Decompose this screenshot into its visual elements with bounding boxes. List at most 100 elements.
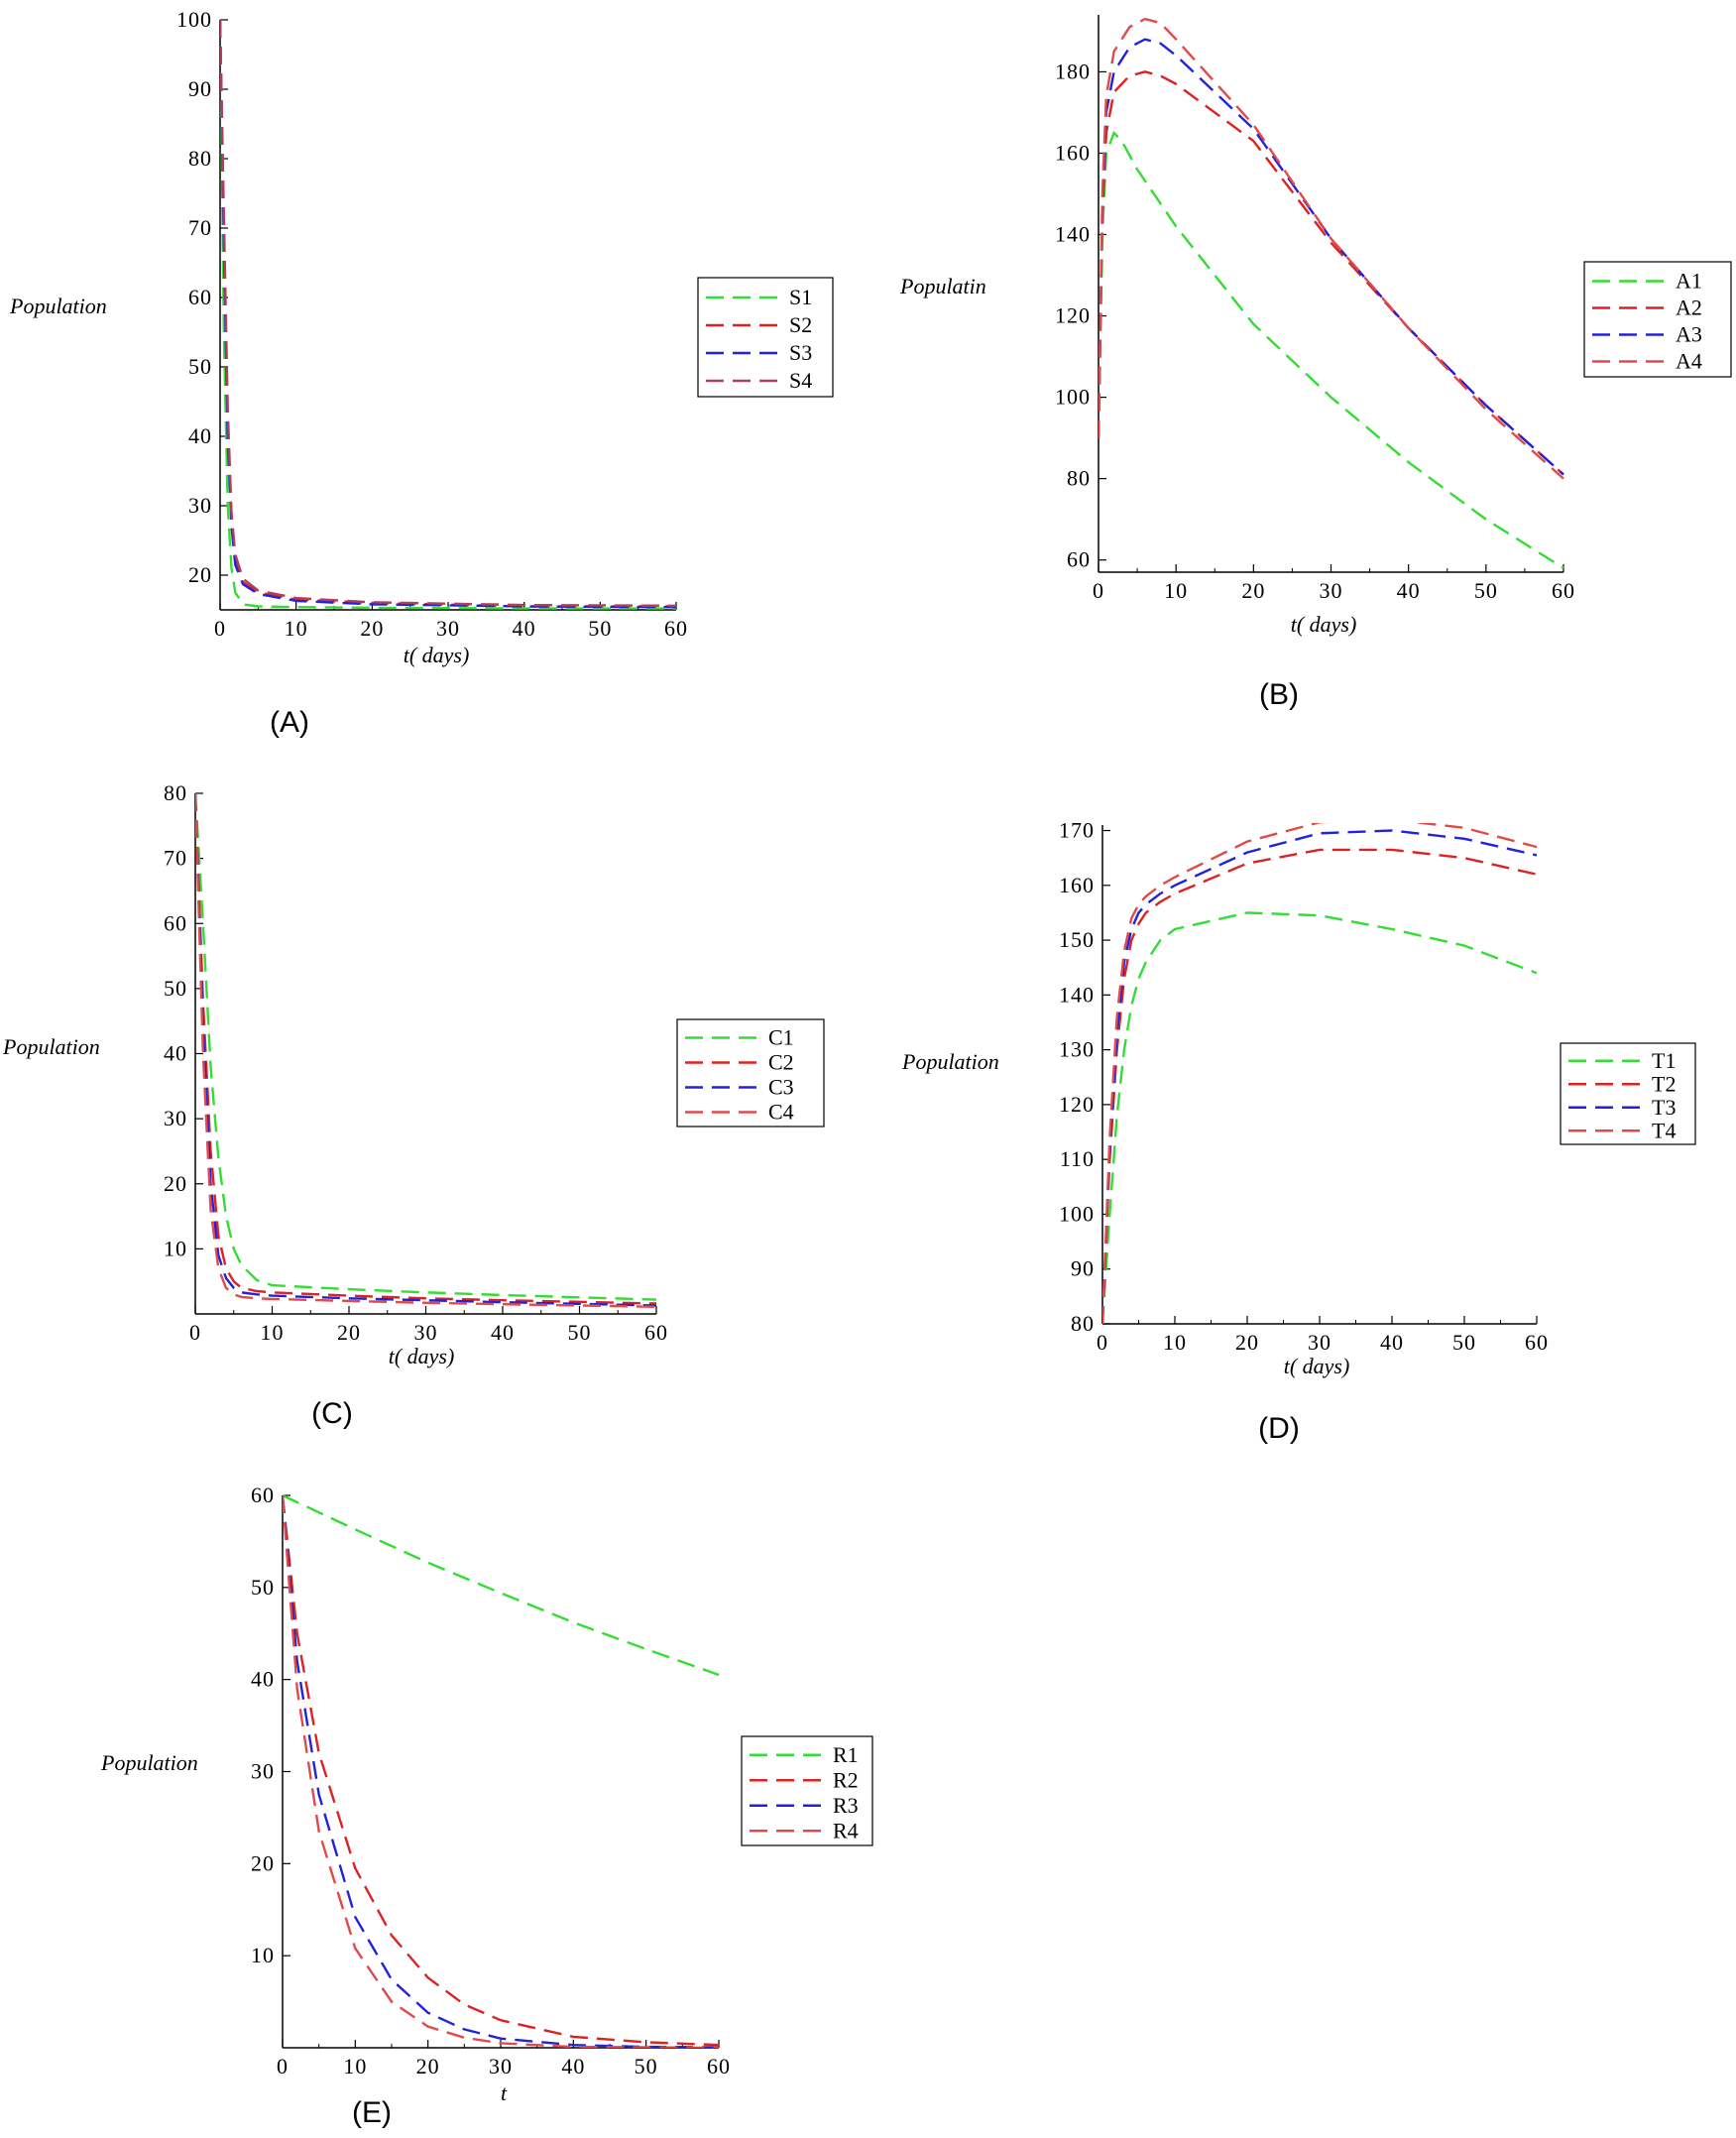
x-tick-label: 50 [588,616,612,641]
x-tick-label: 0 [214,616,226,641]
x-tick-label: 30 [489,2054,513,2079]
series-line-s1 [220,19,676,610]
series-line-a3 [1099,38,1564,476]
legend-label-s4: S4 [789,368,812,393]
y-tick-label: 160 [1055,140,1091,165]
y-tick-label: 130 [1059,1037,1095,1062]
x-tick-label: 40 [1397,578,1421,603]
x-tick-label: 20 [337,1320,361,1345]
legend-label-r3: R3 [833,1793,859,1818]
y-axis-title: Population [2,1034,100,1059]
legend-label-t4: T4 [1652,1118,1676,1142]
x-tick-label: 10 [1164,578,1188,603]
y-tick-label: 50 [188,354,212,379]
y-tick-label: 40 [188,423,212,448]
series-line-r4 [283,1494,720,2048]
y-tick-label: 170 [1059,818,1095,843]
y-tick-label: 20 [188,562,212,587]
x-tick-label: 40 [513,616,536,641]
panel-label: (C) [311,1397,353,1430]
x-axis-title: t( days) [1284,1354,1350,1378]
y-tick-label: 40 [251,1667,275,1692]
series-line-t2 [1102,848,1538,1324]
y-tick-label: 80 [1067,466,1091,491]
chart-panel-a: 0 10 20 30 40 50 60 20 30 40 50 60 70 80 90 100 Populati… [9,7,834,739]
series-line-t1 [1102,911,1538,1324]
x-tick-label: 10 [343,2054,367,2079]
y-tick-label: 120 [1059,1092,1095,1117]
y-tick-label: 20 [164,1171,187,1196]
x-tick-label: 0 [189,1320,201,1345]
x-tick-label: 50 [1474,578,1498,603]
x-tick-label: 60 [644,1320,668,1345]
x-tick-label: 60 [1552,578,1575,603]
y-tick-label: 90 [188,76,212,101]
y-axis-title: Populatin [899,274,986,298]
x-axis-title: t( days) [404,643,470,667]
y-tick-label: 30 [251,1759,275,1784]
legend-label-r4: R4 [833,1818,859,1842]
series-line-s2 [220,19,676,608]
y-tick-label: 100 [1059,1201,1095,1226]
y-tick-label: 50 [164,976,187,1001]
x-tick-label: 60 [707,2054,731,2079]
x-tick-label: 40 [491,1320,515,1345]
legend-label-c3: C3 [768,1075,794,1100]
x-tick-label: 30 [436,616,460,641]
panel-label: (E) [352,2096,392,2129]
y-tick-label: 150 [1059,927,1095,952]
x-axis-title: t [501,2080,508,2105]
x-tick-label: 50 [1452,1330,1476,1355]
y-tick-label: 20 [251,1850,275,1875]
legend-label-c2: C2 [768,1050,794,1075]
y-tick-label: 10 [251,1943,275,1967]
y-axis-title: Population [901,1049,999,1074]
series-line-a2 [1099,70,1564,476]
legend-label-s1: S1 [789,285,812,309]
x-tick-label: 10 [261,1320,285,1345]
series-line-c1 [195,792,657,1301]
x-tick-label: 60 [664,616,688,641]
y-tick-label: 80 [188,146,212,171]
y-tick-label: 140 [1055,222,1091,247]
x-tick-label: 0 [1097,1330,1108,1355]
legend-label-a4: A4 [1676,349,1702,374]
y-tick-label: 90 [1071,1256,1095,1281]
y-tick-label: 70 [188,215,212,240]
series-line-a1 [1099,130,1564,569]
x-axis-title: t( days) [389,1344,455,1368]
y-tick-label: 80 [164,780,187,805]
x-tick-label: 60 [1525,1330,1549,1355]
panel-label: (B) [1259,678,1299,711]
x-tick-label: 30 [414,1320,438,1345]
panel-label: (D) [1258,1412,1300,1445]
x-tick-label: 30 [1320,578,1343,603]
legend-label-a2: A2 [1676,296,1702,320]
x-axis-title: t( days) [1291,612,1357,637]
legend-label-t1: T1 [1652,1048,1676,1073]
x-tick-label: 50 [568,1320,592,1345]
chart-panel-d: 0 10 20 30 40 50 60 80 90 100 110 120 130 140 150 160 17… [901,818,1696,1445]
series-line-r3 [283,1494,720,2048]
x-tick-label: 0 [277,2054,289,2079]
chart-panel-b: 0 10 20 30 40 50 60 60 80 100 120 140 160 180 Populati… [899,15,1732,711]
legend-box [1583,261,1732,378]
series-line-t4 [1102,823,1538,1324]
y-tick-label: 160 [1059,873,1095,897]
y-tick-label: 100 [176,7,212,32]
y-axis-title: Population [100,1750,198,1775]
x-tick-label: 20 [416,2054,440,2079]
x-tick-label: 20 [1235,1330,1259,1355]
series-line-s3 [220,19,677,609]
chart-panel-e: 0 10 20 30 40 50 60 10 20 30 40 50 60 Population t R1R2… [100,1483,873,2129]
legend-label-r2: R2 [833,1767,859,1792]
y-tick-label: 110 [1060,1146,1095,1171]
legend-label-a3: A3 [1676,322,1702,347]
y-tick-label: 10 [164,1236,187,1260]
y-tick-label: 100 [1055,385,1091,410]
series-line-s4 [220,19,677,607]
y-tick-label: 140 [1059,982,1095,1007]
y-tick-label: 180 [1055,59,1091,83]
legend-label-s2: S2 [789,312,812,337]
y-tick-label: 120 [1055,303,1091,328]
